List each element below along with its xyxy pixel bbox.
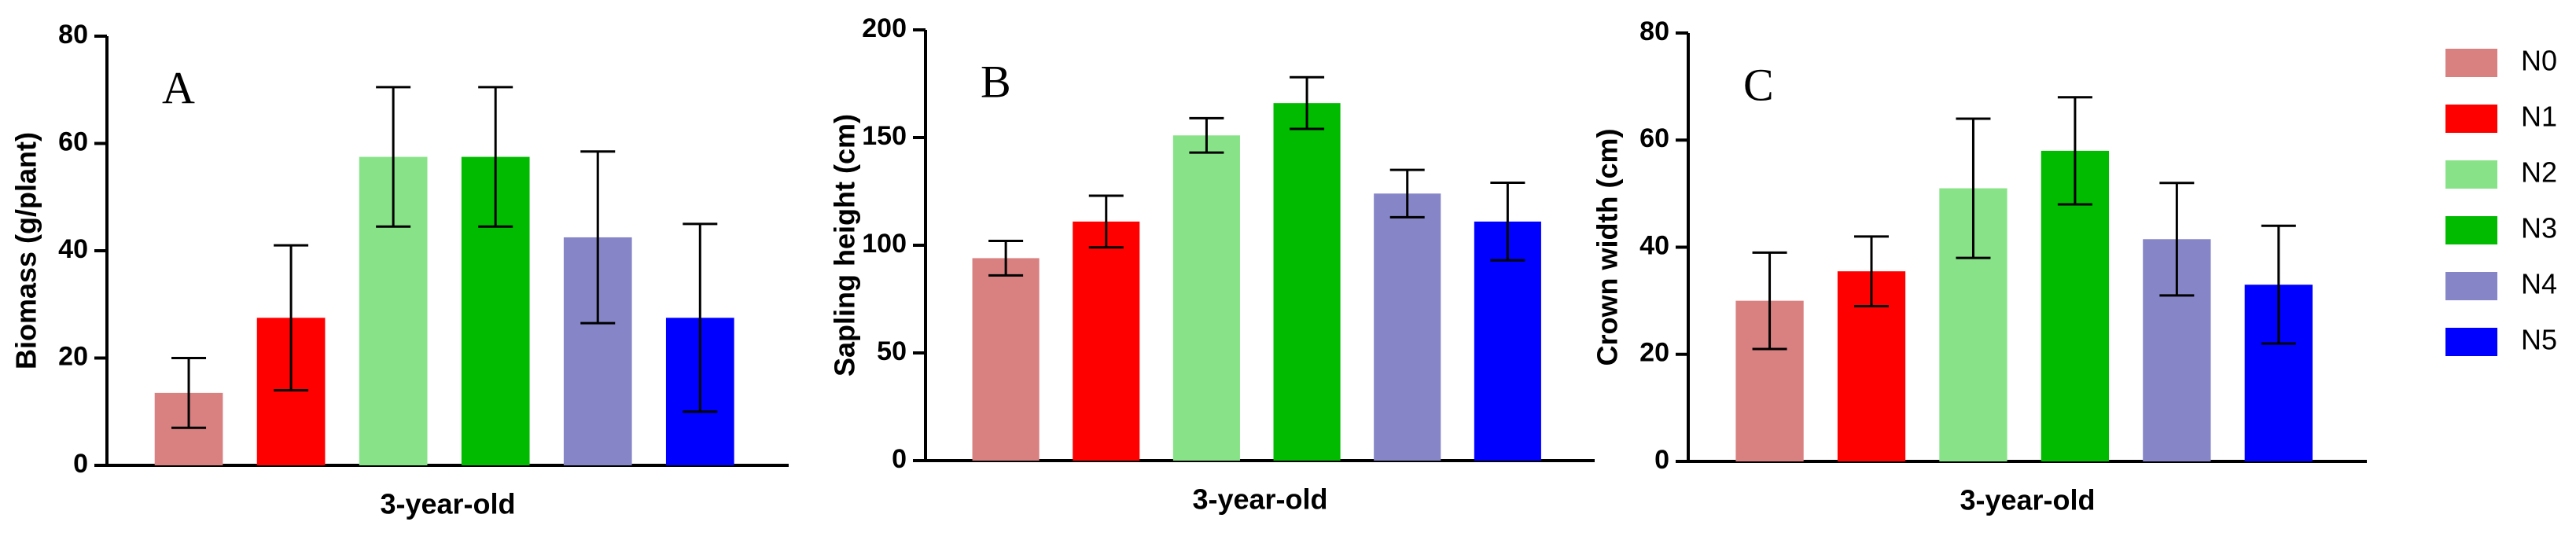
error-bar	[683, 222, 718, 413]
panel-label: C	[1743, 59, 1774, 110]
y-axis-label: Crown width (cm)	[1592, 129, 1624, 366]
error-bar	[1189, 116, 1224, 154]
legend-label: N5	[2521, 324, 2557, 356]
x-category-label: 3-year-old	[1960, 484, 2095, 516]
y-axis-label: Sapling height (cm)	[829, 114, 861, 377]
legend-swatch	[2445, 49, 2497, 77]
y-axis-label: Biomass (g/plant)	[10, 132, 42, 369]
error-bar	[1088, 194, 1124, 249]
y-tick-label: 80	[58, 20, 88, 50]
y-tick-label: 0	[892, 444, 907, 474]
legend-label: N1	[2521, 101, 2557, 133]
error-bar	[1389, 168, 1425, 219]
y-tick-label: 40	[1639, 230, 1669, 260]
y-tick-label: 40	[58, 234, 88, 264]
legend-label: N3	[2521, 212, 2557, 244]
y-tick-label: 0	[73, 449, 88, 479]
y-tick-label: 60	[58, 127, 88, 156]
y-tick-label: 100	[862, 229, 907, 259]
legend-label: N4	[2521, 268, 2557, 300]
bar	[972, 258, 1040, 461]
legend-swatch	[2445, 216, 2497, 244]
error-bar	[580, 150, 616, 325]
error-bar	[2159, 182, 2195, 297]
legend-swatch	[2445, 328, 2497, 356]
error-bar	[1290, 75, 1325, 130]
error-bar	[988, 240, 1024, 277]
y-tick-label: 20	[58, 341, 88, 371]
error-bar	[1752, 251, 1787, 351]
y-tick-label: 150	[862, 121, 907, 151]
error-bar	[1956, 117, 1991, 259]
legend-swatch	[2445, 105, 2497, 133]
error-bar	[478, 86, 513, 228]
y-tick-label: 0	[1654, 445, 1669, 475]
y-tick-label: 50	[877, 336, 907, 366]
bar	[1273, 103, 1341, 461]
panel-label: B	[981, 56, 1011, 107]
bar	[1374, 193, 1441, 461]
y-tick-label: 80	[1639, 17, 1669, 46]
panel-label: A	[162, 62, 195, 113]
error-bar	[171, 357, 207, 429]
error-bar	[2057, 96, 2092, 206]
error-bar	[2261, 224, 2296, 345]
y-tick-label: 60	[1639, 123, 1669, 153]
bar	[1073, 221, 1140, 461]
legend-swatch	[2445, 160, 2497, 189]
x-category-label: 3-year-old	[380, 488, 515, 520]
x-category-label: 3-year-old	[1192, 483, 1327, 516]
legend-label: N2	[2521, 156, 2557, 189]
legend-label: N0	[2521, 45, 2557, 77]
bar	[1172, 135, 1240, 461]
y-tick-label: 20	[1639, 338, 1669, 368]
error-bar	[274, 244, 309, 391]
error-bar	[376, 86, 411, 228]
legend-swatch	[2445, 272, 2497, 300]
y-tick-label: 200	[862, 13, 907, 43]
error-bar	[1854, 235, 1890, 307]
error-bar	[1490, 182, 1525, 262]
